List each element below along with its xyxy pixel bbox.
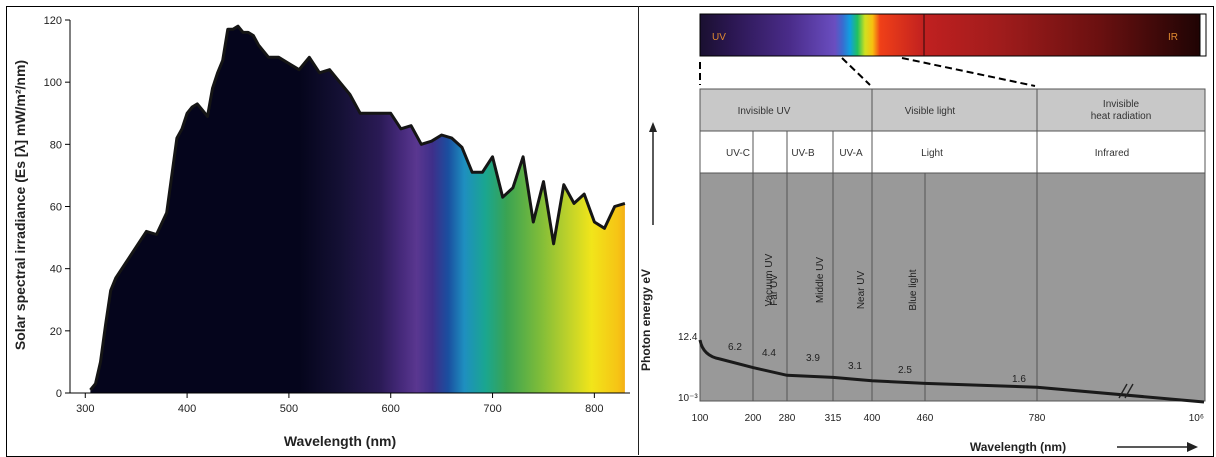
wavelength-tick-label: 460 (917, 413, 934, 424)
band-heat-radiation: heat radiation (1091, 111, 1152, 122)
energy-value-label: 3.1 (848, 361, 862, 372)
energy-value-labels: 6.2 4.4 3.9 3.1 2.5 1.6 (728, 342, 1026, 385)
spectrum-diagram: UV IR Invisible UV Visible light Invisib… (640, 13, 1207, 454)
band-infrared: Infrared (1095, 148, 1129, 159)
x-tick-label: 300 (76, 403, 94, 415)
label-far-uv: Far UV (769, 274, 780, 306)
spectrum-end-cap (1199, 13, 1207, 57)
energy-value-label: 1.6 (1012, 374, 1026, 385)
plot-dividers (752, 173, 1038, 401)
y-arrow-head (649, 122, 657, 132)
top-band-row (699, 88, 1206, 132)
wavelength-tick-label: 10⁶ (1189, 413, 1204, 424)
axis-break-2 (1124, 383, 1134, 399)
wavelength-tick-label: 100 (692, 413, 709, 424)
x-arrow-head (1187, 442, 1198, 452)
band-uv-c: UV-C (726, 148, 750, 159)
photon-energy-curve (698, 339, 1205, 404)
label-middle-uv: Middle UV (815, 257, 826, 303)
band-uv-a: UV-A (839, 148, 863, 159)
zoom-line-middle (841, 57, 871, 86)
label-blue-light: Blue light (908, 269, 919, 310)
y-tick-label: 120 (44, 15, 62, 27)
x-tick-label: 500 (280, 403, 298, 415)
x-tick-label: 400 (178, 403, 196, 415)
zoom-line-right (901, 57, 1036, 87)
x-tick-label: 800 (585, 403, 603, 415)
band-invisible-uv: Invisible UV (738, 106, 791, 117)
y-tick-label: 20 (50, 326, 62, 338)
band-invisible: Invisible (1103, 99, 1140, 110)
panel-divider (638, 6, 639, 455)
irradiance-chart: 0 20 40 60 80 100 120 300 400 500 600 700 800 Wavel… (12, 15, 630, 449)
band-visible-light: Visible light (905, 106, 956, 117)
y-bottom-label: 10⁻³ (678, 393, 698, 404)
x-axis-title: Wavelength (nm) (284, 433, 396, 449)
sub-band-dividers (752, 131, 1038, 173)
irradiance-area-fill (90, 26, 625, 393)
label-vacuum-uv: Vacuum UV (764, 253, 775, 306)
energy-value-label: 6.2 (728, 342, 742, 353)
wavelength-tick-label: 400 (864, 413, 881, 424)
irradiance-curve-line (89, 24, 626, 391)
photon-energy-axis-title: Photon energy eV (640, 269, 653, 371)
wavelength-tick-label: 315 (825, 413, 842, 424)
right-x-axis-title: Wavelength (nm) (970, 440, 1066, 454)
energy-value-label: 3.9 (806, 353, 820, 364)
y-axis-title: Solar spectral irradiance (Es [λ] mW/m²/… (12, 60, 28, 350)
energy-plot-area (699, 172, 1206, 402)
y-top-label: 12.4 (678, 332, 698, 343)
x-tick-label: 600 (382, 403, 400, 415)
y-tick-label: 100 (44, 77, 62, 89)
spectrum-ir-label: IR (1168, 32, 1178, 43)
x-tick-label: 700 (483, 403, 501, 415)
wavelength-ticks: 100 200 280 315 400 460 780 10⁶ (692, 413, 1204, 424)
y-tick-label: 0 (56, 388, 62, 400)
y-axis-ticks: 0 20 40 60 80 100 120 (44, 15, 70, 400)
sub-band-row (699, 130, 1206, 174)
band-light: Light (921, 148, 943, 159)
x-axis-ticks: 300 400 500 600 700 800 (76, 393, 604, 415)
y-tick-label: 60 (50, 202, 62, 214)
wavelength-tick-label: 200 (745, 413, 762, 424)
wavelength-tick-label: 280 (779, 413, 796, 424)
energy-value-label: 4.4 (762, 348, 776, 359)
wavelength-tick-label: 780 (1029, 413, 1046, 424)
label-near-uv: Near UV (856, 271, 867, 310)
y-tick-label: 40 (50, 264, 62, 276)
spectrum-uv-label: UV (712, 32, 726, 43)
y-tick-label: 80 (50, 139, 62, 151)
spectrum-color-bar (699, 13, 1201, 57)
band-uv-b: UV-B (791, 148, 815, 159)
energy-value-label: 2.5 (898, 365, 912, 376)
axis-break-1 (1118, 383, 1128, 399)
